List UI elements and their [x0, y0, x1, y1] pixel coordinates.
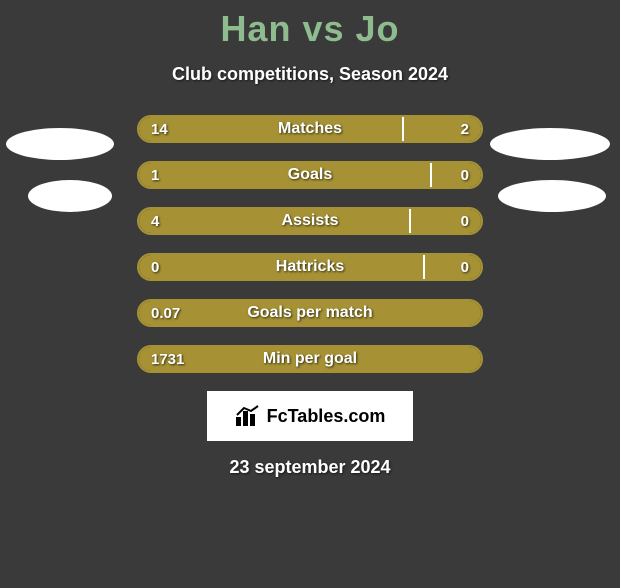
chart-container: Han vs Jo Club competitions, Season 2024… — [0, 8, 620, 588]
placeholder-ellipse-2 — [28, 180, 112, 212]
stat-label: Goals — [288, 166, 332, 184]
stat-value-right: 0 — [461, 259, 469, 276]
placeholder-ellipse-0 — [6, 128, 114, 160]
stat-value-left: 4 — [151, 213, 159, 230]
stat-value-left: 0.07 — [151, 305, 180, 322]
stat-label: Assists — [282, 212, 339, 230]
stat-value-left: 0 — [151, 259, 159, 276]
placeholder-ellipse-1 — [490, 128, 610, 160]
stat-value-left: 14 — [151, 121, 168, 138]
placeholder-ellipse-3 — [498, 180, 606, 212]
stat-value-right: 0 — [461, 167, 469, 184]
stat-value-left: 1 — [151, 167, 159, 184]
stat-value-right: 2 — [461, 121, 469, 138]
stat-value-right: 0 — [461, 213, 469, 230]
stat-label: Matches — [278, 120, 342, 138]
stat-label: Hattricks — [276, 258, 344, 276]
stat-label: Min per goal — [263, 350, 357, 368]
stat-label: Goals per match — [247, 304, 372, 322]
stat-value-left: 1731 — [151, 351, 184, 368]
